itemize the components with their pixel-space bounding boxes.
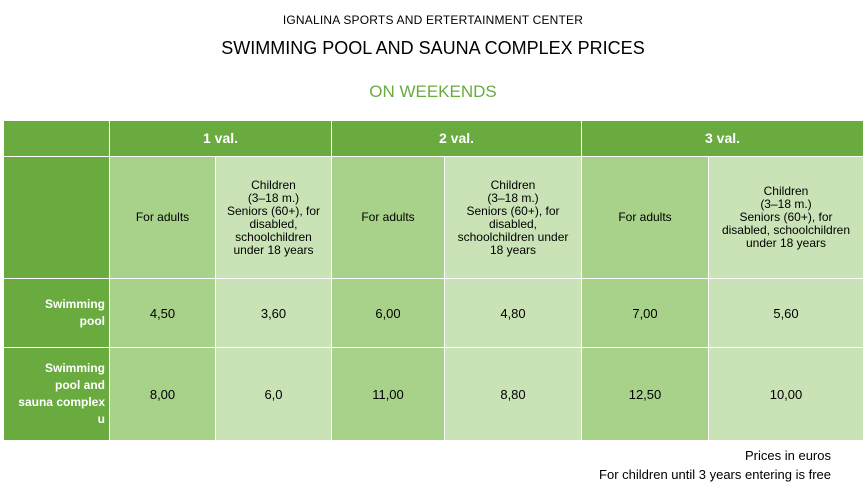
price-cell: 11,00 <box>331 347 445 441</box>
price-cell: 3,60 <box>215 278 332 348</box>
children-free-note: For children until 3 years entering is f… <box>599 467 831 482</box>
organization-name: IGNALINA SPORTS AND ERTERTAINMENT CENTER <box>282 13 584 27</box>
row-label-pool-sauna: Swimming pool and sauna complex u <box>3 347 110 441</box>
adults-header-1: For adults <box>109 156 216 279</box>
price-table: 1 val. 2 val. 3 val. For adults Children… <box>3 120 864 441</box>
price-cell: 4,80 <box>444 278 582 348</box>
duration-1-header: 1 val. <box>109 120 332 157</box>
adults-header-3: For adults <box>581 156 709 279</box>
table-row: Swimming pool and sauna complex u 8,00 6… <box>3 347 864 441</box>
corner-cell <box>3 120 110 157</box>
adults-header-2: For adults <box>331 156 445 279</box>
price-cell: 8,00 <box>109 347 216 441</box>
page-title: SWIMMING POOL AND SAUNA COMPLEX PRICES <box>221 38 645 58</box>
children-header-2: Children (3–18 m.) Seniors (60+), for di… <box>444 156 582 279</box>
price-cell: 6,00 <box>331 278 445 348</box>
duration-header-row: 1 val. 2 val. 3 val. <box>3 120 864 157</box>
category-header-row: For adults Children (3–18 m.) Seniors (6… <box>3 156 864 279</box>
price-cell: 6,0 <box>215 347 332 441</box>
price-cell: 5,60 <box>708 278 864 348</box>
children-header-3: Children (3–18 m.) Seniors (60+), for di… <box>708 156 864 279</box>
children-header-1: Children (3–18 m.) Seniors (60+), for di… <box>215 156 332 279</box>
page-subtitle: ON WEEKENDS <box>369 82 497 101</box>
duration-3-header: 3 val. <box>581 120 864 157</box>
price-cell: 7,00 <box>581 278 709 348</box>
price-cell: 12,50 <box>581 347 709 441</box>
price-cell: 4,50 <box>109 278 216 348</box>
price-cell: 8,80 <box>444 347 582 441</box>
table-row: Swimming pool 4,50 3,60 6,00 4,80 7,00 5… <box>3 278 864 348</box>
row-label-pool: Swimming pool <box>3 278 110 348</box>
price-cell: 10,00 <box>708 347 864 441</box>
duration-2-header: 2 val. <box>331 120 582 157</box>
currency-note: Prices in euros <box>745 448 831 463</box>
category-corner-cell <box>3 156 110 279</box>
